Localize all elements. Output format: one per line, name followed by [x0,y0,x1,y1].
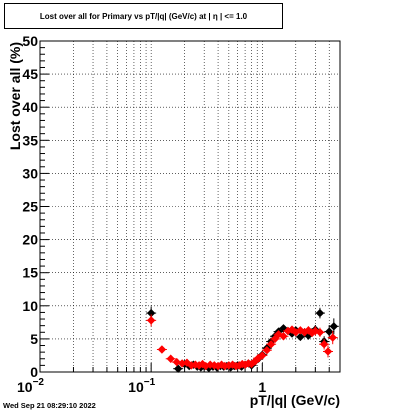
y-tick-label: 40 [22,99,38,115]
series-1 [146,314,338,371]
y-axis-label: Lost over all (%) [7,42,23,150]
data-point [266,339,276,349]
grid-lines [40,41,340,372]
chart-title: Lost over all for Primary vs pT/|q| (GeV… [4,3,283,29]
axis-ticks [39,40,341,373]
data-point [146,308,156,318]
data-point [262,345,272,355]
data-point [279,332,288,341]
x-tick-label: 1 [258,379,266,395]
data-point [328,333,337,342]
y-tick-label: 10 [22,298,38,314]
x-axis-label: pT/|q| (GeV/c) [250,392,340,408]
timestamp: Wed Sep 21 08:29:10 2022 [3,401,96,410]
data-point [315,328,325,337]
y-tick-label: 30 [22,165,38,181]
data-point [323,347,333,356]
y-tick-label: 25 [22,199,38,215]
data-point [325,327,334,336]
y-tick-label: 0 [30,364,38,380]
data-point [173,364,183,373]
data-point [329,322,339,331]
data-point [146,316,156,325]
x-tick-label: 10−1 [128,377,155,395]
data-point [166,354,175,363]
y-tick-label: 20 [22,232,38,248]
data-point [319,339,329,349]
x-tick-label: 10−2 [17,377,44,395]
data-point [258,351,267,360]
y-tick-label: 15 [22,265,38,281]
y-tick-label: 35 [22,132,38,148]
data-series [146,306,339,373]
y-tick-label: 5 [30,331,38,347]
data-point [315,308,325,318]
data-point [296,332,305,342]
y-tick-label: 45 [22,66,38,82]
tick-labels: 0 5 10 15 20 25 30 35 40 45 50 10−2 10−1 1 [17,33,266,395]
data-point [157,345,167,354]
y-tick-label: 50 [22,33,38,49]
